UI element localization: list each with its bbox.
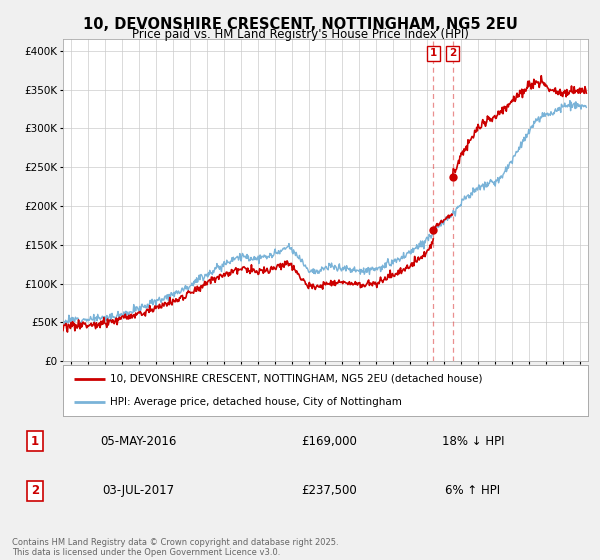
Text: Contains HM Land Registry data © Crown copyright and database right 2025.
This d: Contains HM Land Registry data © Crown c… — [12, 538, 338, 557]
Text: 05-MAY-2016: 05-MAY-2016 — [101, 435, 177, 447]
Text: 6% ↑ HPI: 6% ↑ HPI — [445, 484, 500, 497]
Text: £237,500: £237,500 — [301, 484, 356, 497]
Text: 10, DEVONSHIRE CRESCENT, NOTTINGHAM, NG5 2EU: 10, DEVONSHIRE CRESCENT, NOTTINGHAM, NG5… — [83, 17, 517, 32]
Text: £169,000: £169,000 — [301, 435, 357, 447]
Text: 18% ↓ HPI: 18% ↓ HPI — [442, 435, 504, 447]
Text: 1: 1 — [31, 435, 39, 447]
Text: Price paid vs. HM Land Registry's House Price Index (HPI): Price paid vs. HM Land Registry's House … — [131, 28, 469, 41]
Text: 1: 1 — [430, 48, 437, 58]
Text: 2: 2 — [449, 48, 456, 58]
Text: HPI: Average price, detached house, City of Nottingham: HPI: Average price, detached house, City… — [110, 397, 402, 407]
Text: 2: 2 — [31, 484, 39, 497]
Text: 03-JUL-2017: 03-JUL-2017 — [103, 484, 175, 497]
Text: 10, DEVONSHIRE CRESCENT, NOTTINGHAM, NG5 2EU (detached house): 10, DEVONSHIRE CRESCENT, NOTTINGHAM, NG5… — [110, 374, 483, 384]
